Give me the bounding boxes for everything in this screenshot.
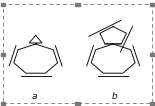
Bar	[1, 102, 5, 105]
Bar	[150, 3, 154, 6]
Bar	[1, 53, 5, 56]
Bar	[75, 3, 80, 6]
Bar	[75, 102, 80, 105]
Bar	[1, 3, 5, 6]
Bar	[150, 102, 154, 105]
Text: a: a	[31, 92, 37, 101]
Bar	[150, 53, 154, 56]
Text: b: b	[112, 92, 118, 101]
